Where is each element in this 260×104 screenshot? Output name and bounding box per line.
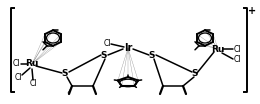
Text: Cl: Cl	[14, 72, 22, 82]
Text: S: S	[101, 51, 107, 61]
Text: Ru: Ru	[25, 59, 39, 69]
Text: Cl: Cl	[12, 59, 20, 69]
Text: +: +	[248, 6, 256, 16]
Text: S: S	[192, 69, 198, 79]
Text: S: S	[62, 69, 68, 79]
Text: S: S	[149, 51, 155, 61]
Text: Ir: Ir	[124, 43, 132, 53]
Text: Ru: Ru	[211, 45, 225, 53]
Text: Cl: Cl	[29, 79, 37, 89]
Text: Cl: Cl	[233, 56, 241, 64]
Text: Cl: Cl	[233, 45, 241, 53]
Text: Cl: Cl	[103, 40, 111, 48]
